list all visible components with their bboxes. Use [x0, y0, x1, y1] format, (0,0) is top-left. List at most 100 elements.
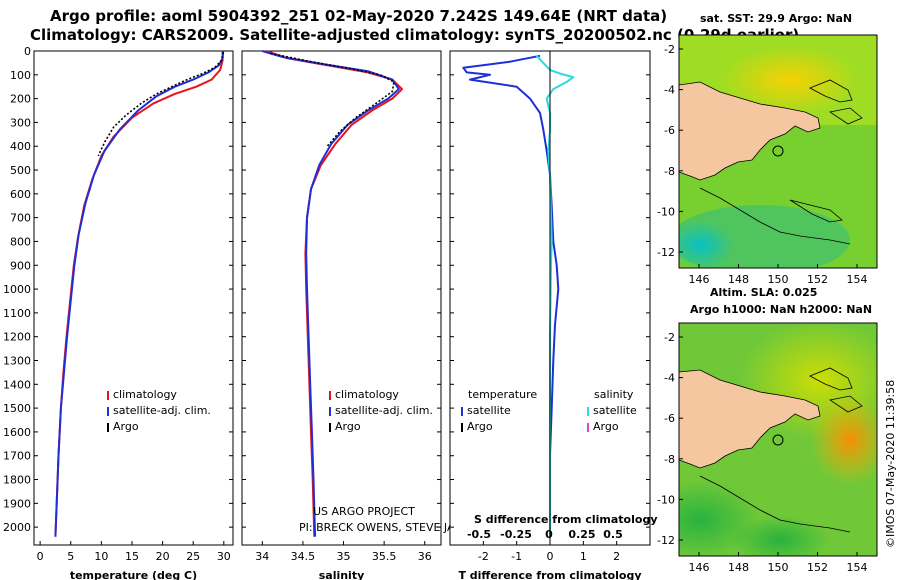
map-top-land-newguinea: [679, 81, 821, 181]
temperature-panel: 0100200300400500600700800900100011001200…: [3, 45, 234, 580]
map_top-ytick-label: -8: [664, 165, 675, 178]
map_top-xtick-label: 154: [847, 273, 868, 286]
salinity-panel-series-argo: [270, 52, 395, 147]
map_bottom-xtick-label: 150: [768, 561, 789, 574]
map-bottom-coastline-south: [699, 475, 851, 533]
map_top-ytick-label: -12: [657, 246, 675, 259]
map-bottom-island-1: [809, 367, 853, 391]
map-top-island-2: [828, 107, 863, 125]
salinity-panel-series-satellite-adj-clim-: [262, 50, 400, 537]
salinity-panel-legend-label: satellite-adj. clim.: [335, 404, 433, 417]
salinity-panel-xlabel: salinity: [319, 569, 365, 580]
salinity-panel-xtick-label: 34: [255, 550, 269, 563]
depth-tick-label: 1900: [3, 497, 31, 510]
depth-tick-label: 1400: [3, 378, 31, 391]
difference-panel-xtick-label: 0: [547, 550, 554, 563]
depth-tick-label: 100: [10, 69, 31, 82]
difference-panel-xtick-label: 1: [580, 550, 587, 563]
map-top-warm-patch: [720, 45, 860, 115]
depth-tick-label: 200: [10, 93, 31, 106]
map_top-ytick-label: -2: [664, 43, 675, 56]
map_bottom-ytick-label: -6: [664, 412, 675, 425]
imos-credit: ©IMOS 07-May-2020 11:39:58: [884, 380, 897, 548]
salinity-panel: 34 34.5 35 35.5 36 salinity climatology satelli…: [241, 50, 555, 580]
title-line-1: Argo profile: aoml 5904392_251 02-May-20…: [50, 7, 667, 25]
map_bottom-ytick-label: -2: [664, 331, 675, 344]
difference-top-xtick-label: -0.25: [500, 528, 532, 541]
depth-tick-label: 1200: [3, 331, 31, 344]
temperature-panel-xtick-label: 25: [186, 550, 200, 563]
map_top-xtick-label: 148: [728, 273, 749, 286]
salinity-panel-xtick-label: 35.5: [372, 550, 397, 563]
temperature-panel-xtick-label: 5: [67, 550, 74, 563]
map-top-coastline-south: [699, 187, 851, 245]
map-bottom-green-patch-2: [730, 515, 830, 556]
map_top-ytick-label: -10: [657, 205, 675, 218]
map_bottom-ytick-label: -10: [657, 493, 675, 506]
map-top-island-1: [809, 79, 853, 103]
temperature-panel-xtick-label: 20: [156, 550, 170, 563]
map-bottom-orange-patch: [810, 395, 877, 485]
depth-tick-label: 1700: [3, 450, 31, 463]
depth-tick-label: 900: [10, 259, 31, 272]
difference-panel-xtick-label: 2: [613, 550, 620, 563]
map-bottom-title: Argo h1000: NaN h2000: NaN: [690, 303, 872, 316]
temperature-panel-legend-label: climatology: [113, 388, 177, 401]
map_top-xtick-label: 150: [768, 273, 789, 286]
temperature-panel-xtick-label: 15: [125, 550, 139, 563]
difference-panel-xlabel: T difference from climatology: [458, 569, 641, 580]
depth-tick-label: 800: [10, 235, 31, 248]
temperature-panel-xtick-label: 10: [94, 550, 108, 563]
difference-panel-xtick-label: -1: [511, 550, 522, 563]
temperature-panel-xlabel: temperature (deg C): [70, 569, 197, 580]
difference-panel-series-temperature-satellite: [462, 54, 560, 537]
depth-tick-label: 1500: [3, 402, 31, 415]
temperature-panel-xtick-label: 0: [37, 550, 44, 563]
depth-tick-label: 400: [10, 140, 31, 153]
difference-legend-salinity-title: salinity: [594, 388, 634, 401]
difference-legend-temperature-label: satellite: [467, 404, 511, 417]
salinity-panel-legend-label: climatology: [335, 388, 399, 401]
salinity-panel-xtick-label: 36: [418, 550, 432, 563]
map_top-ytick-label: -6: [664, 124, 675, 137]
depth-tick-label: 600: [10, 188, 31, 201]
map-top: 146 148 150 152 154 -2 -4 -6 -8 -10 -12: [657, 34, 878, 286]
map-top-title: sat. SST: 29.9 Argo: NaN: [700, 12, 852, 25]
map_bottom-xtick-label: 148: [728, 561, 749, 574]
depth-tick-label: 0: [24, 45, 31, 58]
map-top-sla-label: Altim. SLA: 0.025: [710, 286, 817, 299]
depth-tick-label: 1800: [3, 474, 31, 487]
salinity-panel-frame: [241, 50, 442, 546]
map-top-island-3: [789, 199, 843, 223]
map_bottom-xtick-label: 154: [847, 561, 868, 574]
depth-tick-label: 1300: [3, 354, 31, 367]
map-bottom-argo-location: [772, 434, 784, 446]
map_bottom-ytick-label: -12: [657, 534, 675, 547]
difference-top-xtick-label: 0: [545, 528, 553, 541]
temperature-panel-legend-label: Argo: [113, 420, 139, 433]
depth-tick-label: 1000: [3, 283, 31, 296]
temperature-panel-series-satellite-adj-clim-: [54, 50, 225, 537]
map-top-argo-location: [772, 145, 784, 157]
map_bottom-ytick-label: -8: [664, 453, 675, 466]
map_bottom-ytick-label: -4: [664, 372, 675, 385]
title-line-2: Climatology: CARS2009. Satellite-adjuste…: [30, 26, 799, 44]
depth-tick-label: 300: [10, 116, 31, 129]
depth-tick-label: 1600: [3, 426, 31, 439]
difference-panel: -2 -1 0 1 2 T difference from climatology temp…: [449, 50, 658, 580]
temperature-panel-legend-label: satellite-adj. clim.: [113, 404, 211, 417]
map_top-xtick-label: 146: [689, 273, 710, 286]
difference-legend-temperature-title: temperature: [468, 388, 537, 401]
map_top-ytick-label: -4: [664, 84, 675, 97]
difference-top-xlabel: S difference from climatology: [474, 513, 658, 526]
salinity-panel-xtick-label: 34.5: [291, 550, 316, 563]
depth-tick-label: 700: [10, 212, 31, 225]
map-bottom: 146 148 150 152 154 -2 -4 -6 -8 -10 -12: [657, 322, 878, 574]
difference-panel-xtick-label: -2: [478, 550, 489, 563]
difference-top-xtick-label: 0.5: [603, 528, 623, 541]
depth-tick-label: 2000: [3, 521, 31, 534]
map_top-xtick-label: 152: [807, 273, 828, 286]
salinity-panel-xtick-label: 35: [337, 550, 351, 563]
depth-tick-label: 500: [10, 164, 31, 177]
temperature-panel-xtick-label: 30: [217, 550, 231, 563]
